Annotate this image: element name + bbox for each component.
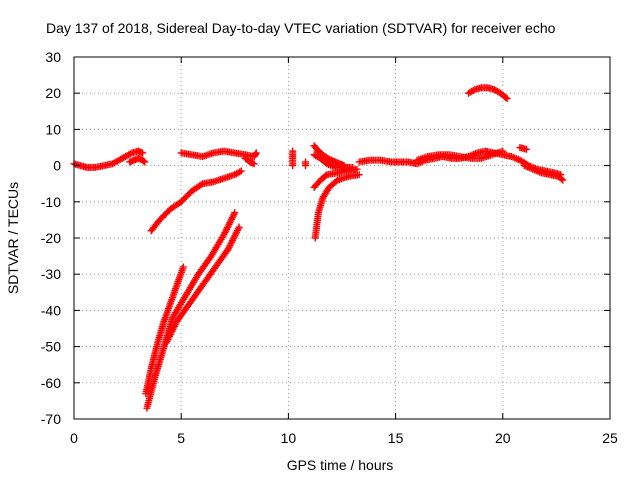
y-tick-label: 30 [45,49,61,65]
axis-ticks [73,56,611,420]
series-arc-2 [126,154,149,166]
x-tick-label: 15 [388,430,404,446]
data-point [236,168,244,176]
data-point [302,162,310,170]
grid [74,57,610,419]
y-tick-label: -60 [41,375,61,391]
y-tick-label: -30 [41,266,61,282]
data-point [197,181,205,189]
y-tick-labels: -70 -60 -50 -40 -30 -20 -10 0 10 20 30 [41,49,61,427]
data-point [469,86,477,94]
data-point [355,171,363,179]
series-arc-4 [242,154,258,168]
data-point [141,158,149,166]
data-point [353,165,361,173]
y-tick-label: -50 [41,339,61,355]
series-arc-6 [142,263,187,398]
chart-title: Day 137 of 2018, Sidereal Day-to-day VTE… [46,20,556,36]
series-arc-18 [516,144,530,153]
series-arc-9 [289,147,297,170]
data-point [289,162,297,170]
data-point [252,150,260,158]
y-tick-label: -10 [41,194,61,210]
y-tick-label: -20 [41,230,61,246]
data-point [139,149,147,157]
data-point [252,149,260,157]
series-arc-5 [147,167,245,235]
x-tick-label: 0 [70,430,78,446]
data-points [70,84,567,412]
data-point [231,209,239,217]
series-arc-14 [310,165,361,191]
series-arc-17 [520,162,567,184]
series-arc-13 [311,171,363,242]
series-arc-16 [413,147,507,164]
data-point [499,147,507,155]
data-point [250,160,258,168]
y-tick-label: -70 [41,411,61,427]
x-tick-label: 5 [177,430,185,446]
data-point [322,172,330,180]
x-tick-label: 20 [495,430,511,446]
data-point [502,94,510,102]
data-point [340,162,348,170]
data-point [237,167,245,175]
series-arc-8 [162,223,243,347]
y-tick-label: 10 [45,121,61,137]
y-tick-label: -40 [41,302,61,318]
y-tick-label: 20 [45,85,61,101]
data-point [140,157,148,165]
data-point [179,263,187,271]
data-point [557,175,565,183]
data-point [326,155,334,163]
data-point [503,95,511,103]
series-arc-19 [464,84,511,103]
y-axis-label: SDTVAR / TECUs [5,182,21,294]
x-tick-label: 25 [602,430,618,446]
y-tick-label: 0 [53,158,61,174]
series-arc-10 [302,158,310,170]
x-tick-labels: 0 5 10 15 20 25 [70,430,618,446]
series-arc-12 [310,142,348,170]
x-axis-label: GPS time / hours [287,457,394,473]
data-point [235,223,243,231]
x-tick-label: 10 [281,430,297,446]
series-arc-7 [143,209,239,412]
series-arc-3 [177,147,260,161]
series-arc-15 [355,147,565,179]
data-point [126,150,134,158]
data-point [522,145,530,153]
data-point [559,176,567,184]
